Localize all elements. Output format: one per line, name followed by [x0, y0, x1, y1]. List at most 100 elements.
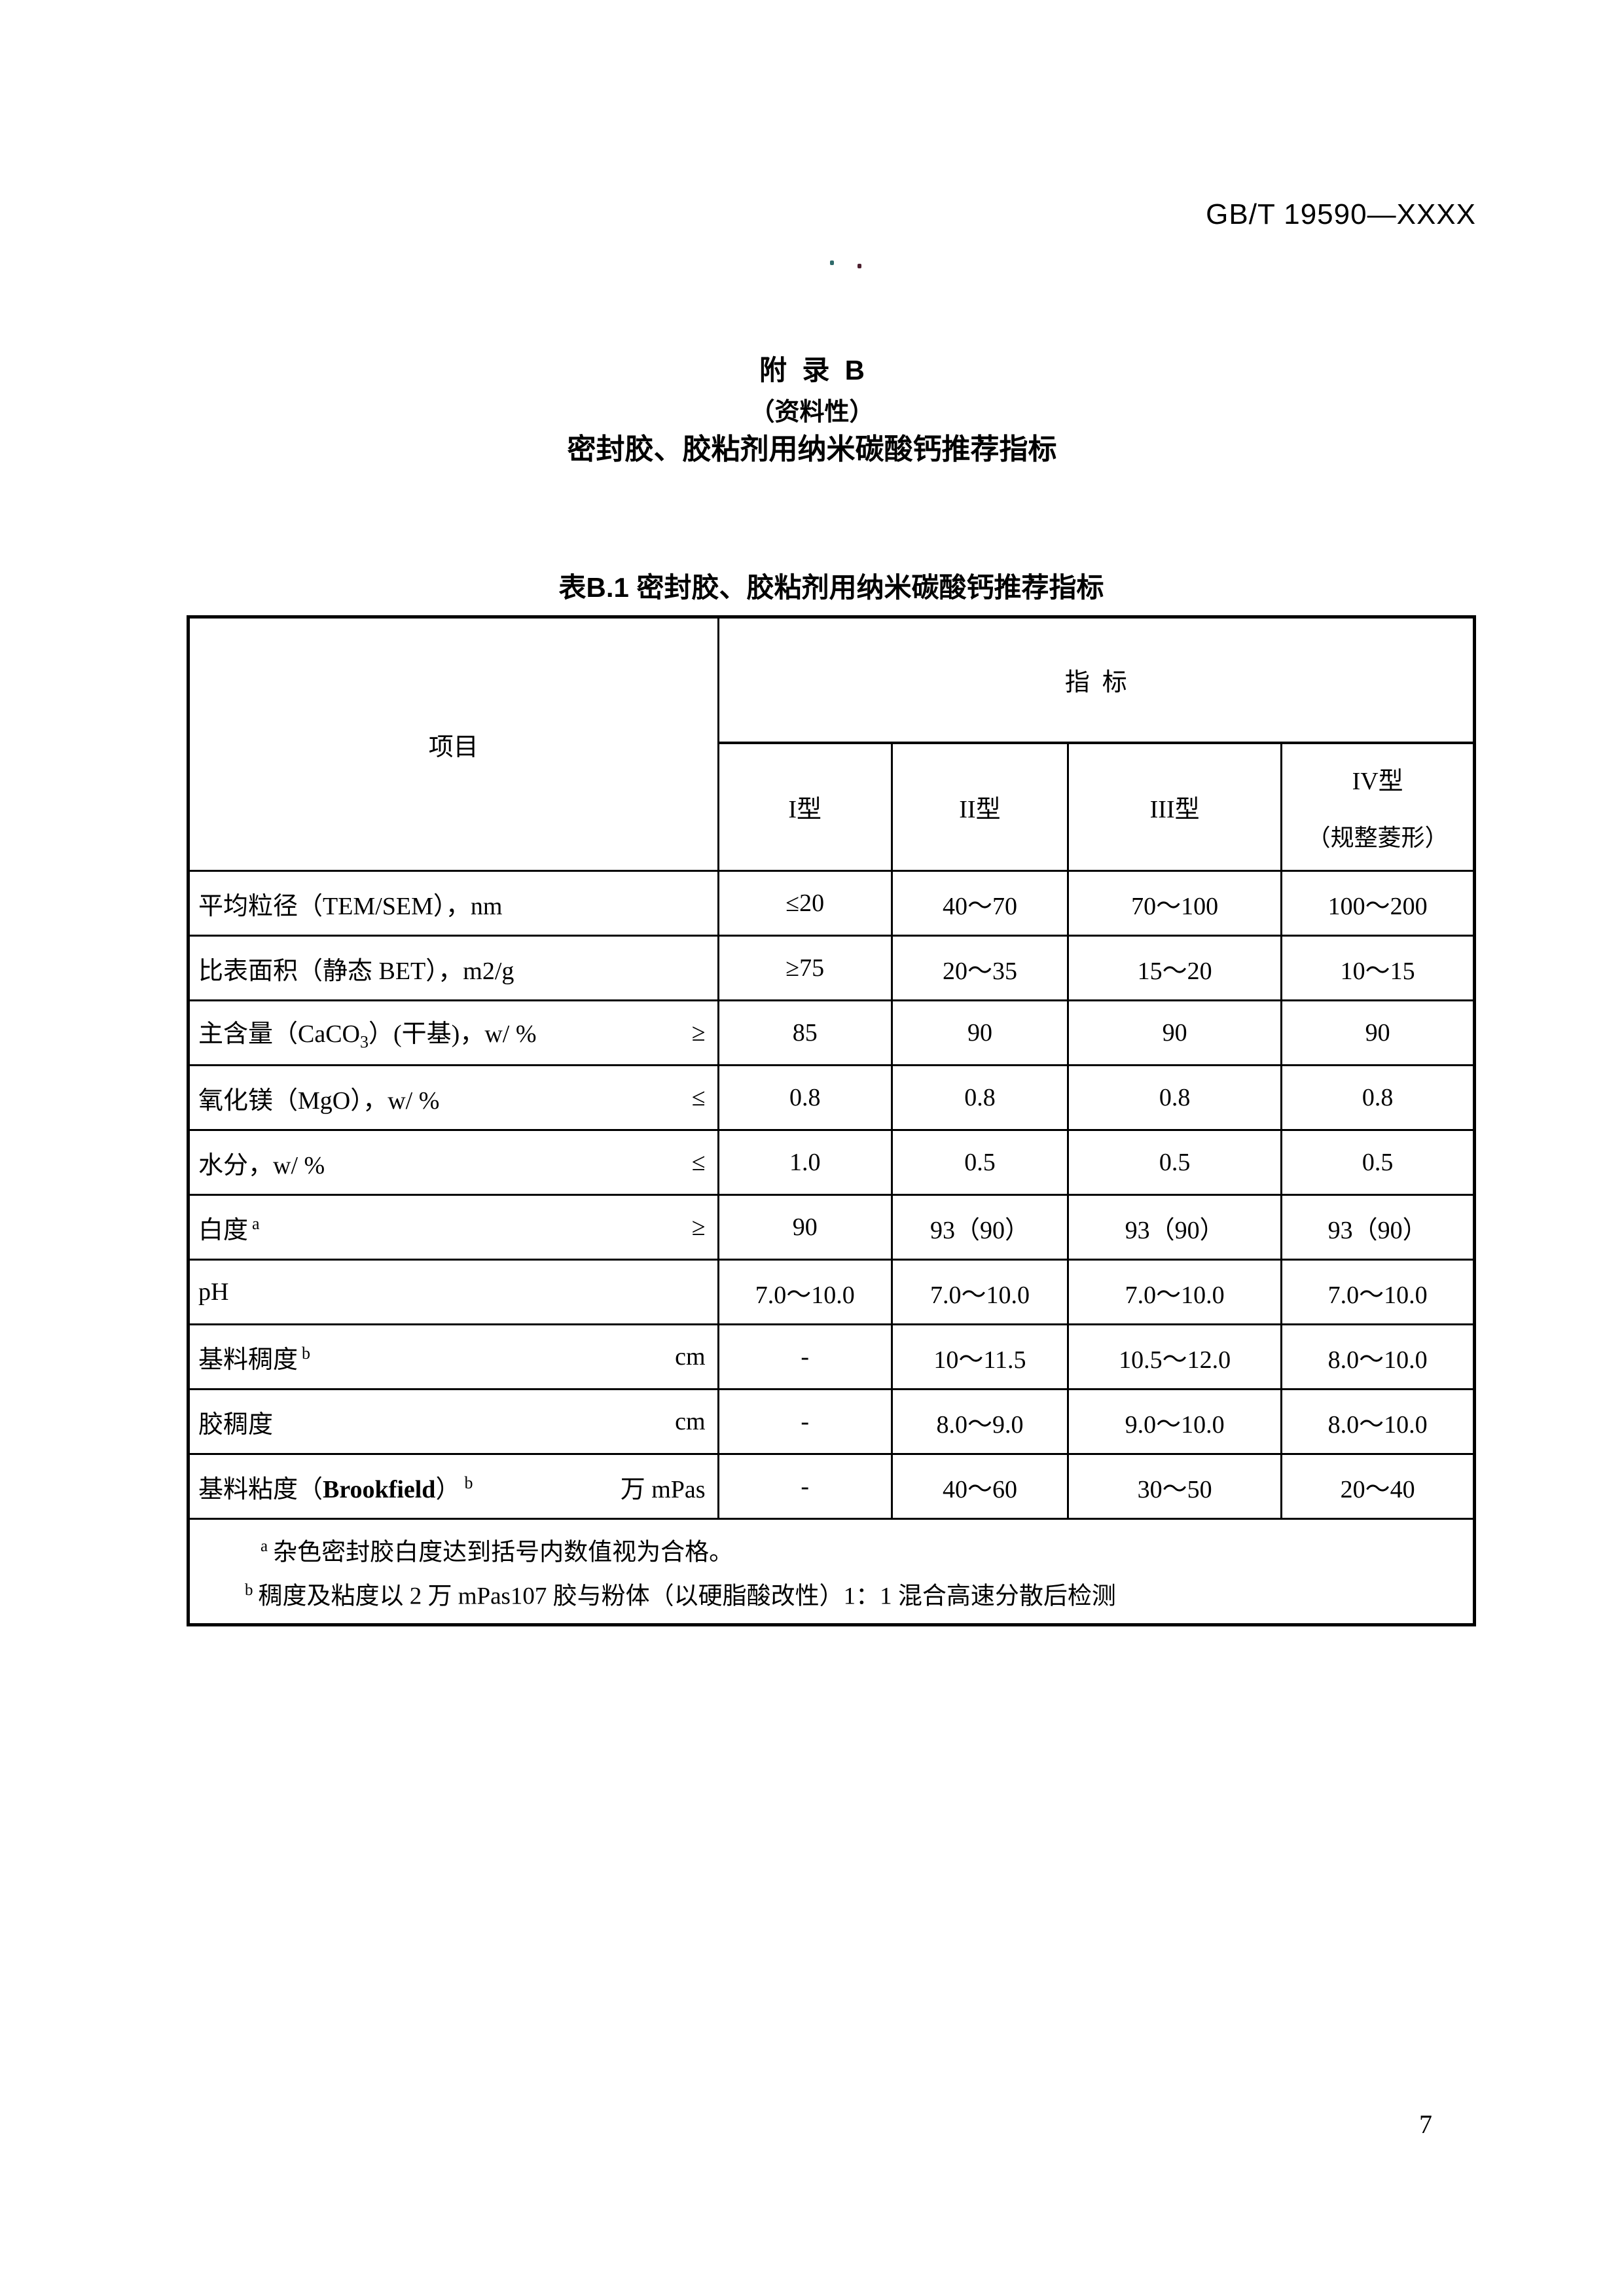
value-cell: 8.0～10.0 [1280, 1388, 1475, 1455]
type-label: IV型 [1352, 768, 1403, 796]
value-cell: 10～15 [1280, 935, 1475, 1001]
row-limit-or-unit: 万 mPas [620, 1475, 706, 1503]
appendix-heading: 密封胶、胶粘剂用纳米碳酸钙推荐指标 [567, 433, 1057, 465]
type-label: III型 [1149, 796, 1200, 824]
table-row: pH 7.0～10.0 7.0～10.0 7.0～10.0 7.0～10.0 [187, 1259, 1475, 1325]
row-label: 胶稠度 [198, 1410, 274, 1439]
row-label: 基料稠度 b [198, 1343, 311, 1374]
row-label: 氧化镁（MgO），w/ % [198, 1086, 440, 1115]
value-cell: 7.0～10.0 [1067, 1259, 1283, 1325]
value-cell: 93（90） [1067, 1194, 1283, 1261]
type-label: I型 [788, 796, 822, 824]
value-cell: ≤20 [717, 870, 893, 937]
value-cell: 1.0 [717, 1129, 893, 1196]
indicator-table: 项目 指 标 I型 II型 III型 IV型 （规整菱形） [187, 615, 1476, 1626]
value-cell: 20～35 [890, 935, 1070, 1001]
value-cell: 40～60 [890, 1453, 1070, 1520]
value-cell: 90 [1067, 999, 1283, 1066]
row-label: 水分，w/ % [198, 1151, 325, 1179]
value-cell: 0.5 [1067, 1129, 1283, 1196]
table-row: 胶稠度 cm -8.0～9.0 9.0～10.0 8.0～10.0 [187, 1388, 1475, 1455]
value-cell: 15～20 [1067, 935, 1283, 1001]
row-label: pH [198, 1278, 229, 1306]
value-cell: - [717, 1453, 893, 1520]
value-cell: 0.8 [1067, 1064, 1283, 1131]
row-label-cell: 白度 a ≥ [187, 1194, 719, 1261]
value-cell: 93（90） [890, 1194, 1070, 1261]
row-label-cell: 主含量（CaCO3）(干基)，w/ % ≥ [187, 999, 719, 1066]
header-type-4: IV型 （规整菱形） [1280, 742, 1475, 872]
footnote-b-marker: b [245, 1581, 253, 1599]
table-caption: 表B.1 密封胶、胶粘剂用纳米碳酸钙推荐指标 [558, 572, 1104, 603]
value-cell: ≥75 [717, 935, 893, 1001]
value-cell: - [717, 1388, 893, 1455]
value-cell: 10～11.5 [890, 1323, 1070, 1390]
value-cell: 0.8 [1280, 1064, 1475, 1131]
value-cell: 7.0～10.0 [717, 1259, 893, 1325]
value-cell: 8.0～10.0 [1280, 1323, 1475, 1390]
value-cell: 90 [717, 1194, 893, 1261]
row-label-cell: 胶稠度 cm [187, 1388, 719, 1455]
value-cell: 10.5～12.0 [1067, 1323, 1283, 1390]
value-cell: 40～70 [890, 870, 1070, 937]
footnote-a-marker: a [261, 1537, 268, 1555]
row-label: 基料粘度（Brookfield） b [198, 1473, 473, 1503]
value-cell: 85 [717, 999, 893, 1066]
row-limit-or-unit: ≥ [691, 1213, 706, 1241]
value-cell: 0.5 [1280, 1129, 1475, 1196]
value-cell: 0.8 [717, 1064, 893, 1131]
value-cell: 90 [890, 999, 1070, 1066]
row-label-cell: 基料粘度（Brookfield） b 万 mPas [187, 1453, 719, 1520]
value-cell: 7.0～10.0 [890, 1259, 1070, 1325]
header-type-1: I型 [717, 742, 893, 872]
header-indicator-group: 指 标 [717, 616, 1476, 744]
footnote-row: a 杂色密封胶白度达到括号内数值视为合格。 b 稠度及粘度以 2 万 mPas107… [187, 1518, 1475, 1626]
value-cell: 9.0～10.0 [1067, 1388, 1283, 1455]
table-row: 氧化镁（MgO），w/ % ≤0.8 0.8 0.8 0.8 [187, 1064, 1475, 1131]
type-label: II型 [959, 796, 1001, 824]
row-limit-or-unit: ≤ [691, 1084, 706, 1111]
footnote-a-text: 杂色密封胶白度达到括号内数值视为合格。 [273, 1539, 734, 1566]
scan-artifact-dot [857, 264, 861, 268]
table-row: 白度 a ≥90 93（90） 93（90） 93（90） [187, 1194, 1475, 1261]
row-label: 平均粒径（TEM/SEM），nm [198, 892, 503, 920]
row-label: 主含量（CaCO3）(干基)，w/ % [198, 1020, 537, 1052]
table-row: 基料稠度 b cm -10～11.5 10.5～12.0 8.0～10.0 [187, 1323, 1475, 1390]
header-item-column: 项目 [187, 616, 719, 872]
row-label-cell: 比表面积（静态 BET），m2/g [187, 935, 719, 1001]
row-label-cell: 基料稠度 b cm [187, 1323, 719, 1390]
appendix-title: 附 录 B [759, 355, 865, 386]
page-number: 7 [1419, 2109, 1432, 2139]
row-label-cell: 水分，w/ % ≤ [187, 1129, 719, 1196]
type-sublabel: （规整菱形） [1307, 825, 1449, 852]
row-limit-or-unit: ≥ [691, 1019, 706, 1047]
table-row: 比表面积（静态 BET），m2/g ≥75 20～35 15～20 10～15 [187, 935, 1475, 1001]
value-cell: 0.5 [890, 1129, 1070, 1196]
value-cell: 93（90） [1280, 1194, 1475, 1261]
table-header-row-1: 项目 指 标 [187, 616, 1476, 872]
row-label-cell: 氧化镁（MgO），w/ % ≤ [187, 1064, 719, 1131]
footnote-cell: a 杂色密封胶白度达到括号内数值视为合格。 b 稠度及粘度以 2 万 mPas107… [187, 1518, 1475, 1626]
value-cell: 8.0～9.0 [890, 1388, 1070, 1455]
footnote-a: a 杂色密封胶白度达到括号内数值视为合格。 [190, 1528, 1473, 1571]
table-header-row-2: I型 II型 III型 IV型 （规整菱形） [189, 742, 1475, 872]
value-cell: 20～40 [1280, 1453, 1475, 1520]
value-cell: - [717, 1323, 893, 1390]
value-cell: 90 [1280, 999, 1475, 1066]
header-type-2: II型 [890, 742, 1070, 872]
value-cell: 30～50 [1067, 1453, 1283, 1520]
appendix-subtitle: （资料性） [749, 399, 875, 426]
value-cell: 7.0～10.0 [1280, 1259, 1475, 1325]
scan-artifact-dot [830, 260, 834, 265]
table-row: 水分，w/ % ≤1.0 0.5 0.5 0.5 [187, 1129, 1475, 1196]
footnote-b: b 稠度及粘度以 2 万 mPas107 胶与粉体（以硬脂酸改性）1：1 混合高速… [190, 1571, 1473, 1615]
standard-number: GB/T 19590—XXXX [1206, 198, 1476, 230]
table-row: 基料粘度（Brookfield） b 万 mPas -40～60 30～50 20～40 [187, 1453, 1475, 1520]
row-label: 比表面积（静态 BET），m2/g [198, 957, 514, 985]
row-limit-or-unit: ≤ [691, 1149, 706, 1176]
row-limit-or-unit: cm [675, 1343, 706, 1371]
table-row: 平均粒径（TEM/SEM），nm ≤20 40～70 70～100 100～200 [187, 870, 1475, 937]
row-label-cell: 平均粒径（TEM/SEM），nm [187, 870, 719, 937]
value-cell: 70～100 [1067, 870, 1283, 937]
